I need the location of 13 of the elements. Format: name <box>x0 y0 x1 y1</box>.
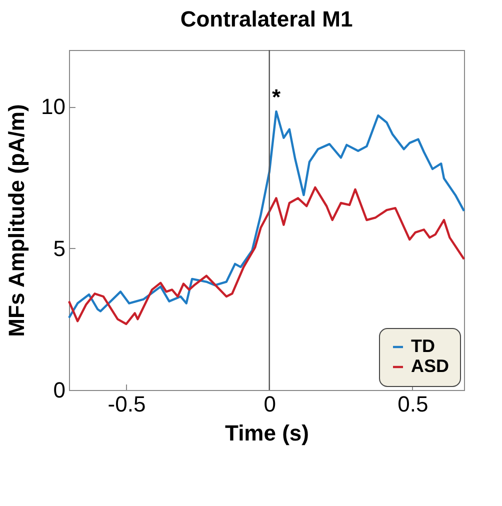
x-axis-title: Time (s) <box>225 420 309 446</box>
line-series <box>68 186 466 326</box>
x-tick-label: 0 <box>264 392 276 416</box>
x-tick-label: 0.5 <box>398 392 428 416</box>
legend-label: TD <box>411 336 435 356</box>
y-tick-label: 5 <box>53 236 66 261</box>
line-series <box>68 110 466 319</box>
annotation: * <box>272 84 281 110</box>
y-tick-label: 10 <box>41 94 66 120</box>
x-tick-label: -0.5 <box>108 392 146 416</box>
chart-title: Contralateral M1 <box>180 6 353 32</box>
y-axis-title: MFs Amplitude (pA/m) <box>4 104 30 337</box>
legend-label: ASD <box>411 356 450 376</box>
